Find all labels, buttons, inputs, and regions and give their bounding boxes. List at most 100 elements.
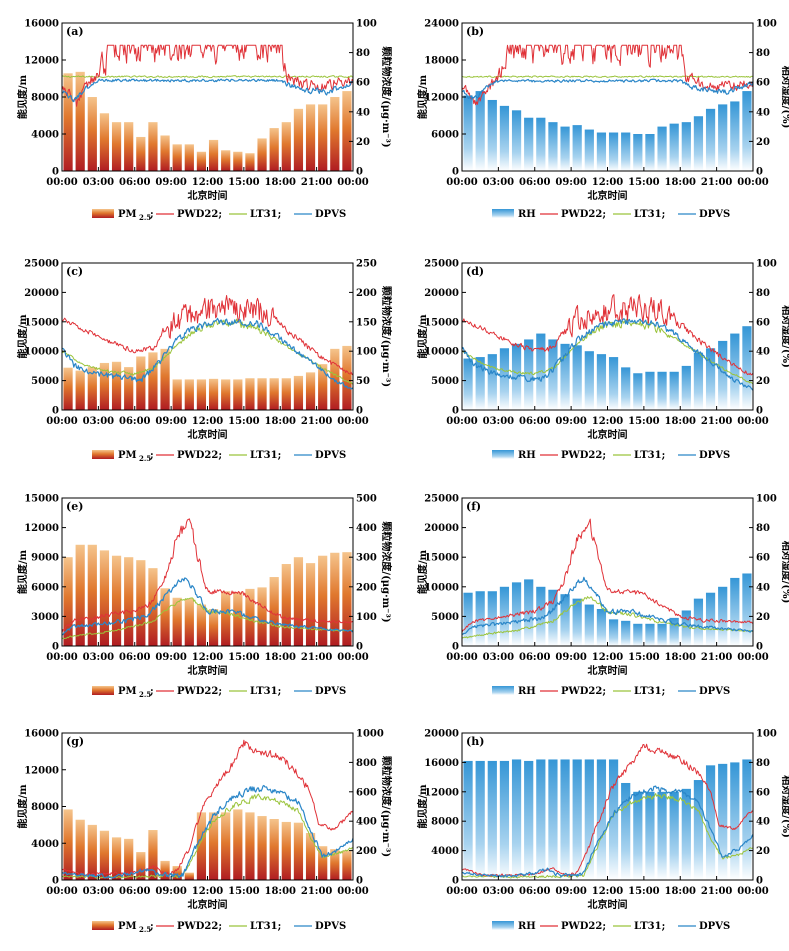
bar-h-6: [536, 759, 546, 880]
y2-axis-label-g: 颗粒物浓度/(μg·m⁻³): [380, 756, 393, 857]
y2-tick-label-d-0: 0: [756, 406, 763, 417]
x-tick-label-f-1: 03:00: [483, 652, 515, 663]
x-tick-label-h-4: 12:00: [592, 886, 624, 897]
bar-h-1: [475, 760, 485, 880]
bar-f-21: [718, 586, 728, 646]
x-tick-label-b-4: 12:00: [592, 177, 624, 188]
bar-e-13: [221, 591, 231, 646]
bar-d-16: [657, 371, 667, 410]
x-tick-label-f-0: 00:00: [446, 652, 478, 663]
series-dpvs-h: [461, 785, 754, 878]
bar-h-0: [463, 760, 473, 880]
panel-letter-a: (a): [66, 25, 84, 38]
y-tick-label-h-1: 4000: [431, 846, 459, 857]
bar-a-16: [257, 138, 267, 171]
y-tick-label-a-3: 12000: [24, 56, 59, 67]
series-pwd22-c: [61, 295, 354, 376]
bar-h-18: [681, 788, 691, 880]
bar-b-19: [693, 116, 704, 171]
bar-g-0: [63, 809, 73, 880]
x-tick-label-a-6: 18:00: [264, 177, 296, 188]
legend-label-l1-f: PWD22;: [561, 686, 606, 697]
y2-tick-label-e-0: 0: [356, 642, 363, 653]
bar-d-14: [633, 373, 643, 410]
bar-h-16: [657, 791, 667, 880]
legend-sep-e: ;: [150, 686, 154, 697]
bar-d-20: [705, 348, 716, 410]
x-tick-label-e-3: 09:00: [155, 652, 187, 663]
y2-tick-label-a-1: 20: [356, 137, 370, 148]
y-axis-label-d: 能见度/m: [416, 314, 429, 359]
legend-swatch-bar-c: [92, 450, 114, 459]
bar-h-10: [584, 759, 594, 880]
x-tick-label-a-3: 09:00: [155, 177, 187, 188]
y2-tick-label-a-2: 40: [356, 107, 370, 118]
bar-b-10: [584, 129, 594, 171]
x-tick-label-c-7: 21:00: [301, 416, 333, 427]
bar-g-2: [87, 824, 97, 881]
bar-d-12: [608, 357, 619, 410]
bar-d-17: [669, 371, 679, 410]
bar-g-13: [221, 812, 231, 880]
bar-h-11: [596, 759, 607, 880]
bar-d-23: [742, 326, 752, 410]
x-tick-label-h-1: 03:00: [483, 886, 515, 897]
bar-h-19: [693, 780, 704, 880]
x-axis-label-d: 北京时间: [588, 428, 628, 441]
x-tick-label-d-3: 09:00: [555, 416, 587, 427]
bar-c-10: [184, 379, 194, 410]
legend-sep-g: ;: [150, 921, 154, 932]
bar-e-22: [330, 552, 340, 646]
y-tick-label-a-4: 16000: [24, 19, 59, 30]
bar-d-21: [718, 340, 728, 410]
x-tick-label-f-5: 15:00: [628, 652, 660, 663]
bar-f-9: [572, 598, 582, 646]
bar-e-0: [63, 557, 73, 646]
x-tick-label-a-1: 03:00: [83, 177, 115, 188]
bar-h-9: [572, 759, 582, 880]
bar-a-11: [196, 151, 207, 171]
bar-b-17: [669, 123, 679, 171]
y-tick-label-h-3: 12000: [424, 787, 459, 798]
legend-label-l1-h: PWD22;: [561, 921, 606, 932]
y-tick-label-g-3: 12000: [24, 765, 59, 776]
legend-label-l2-b: LT31;: [634, 209, 665, 220]
bar-e-8: [160, 588, 170, 646]
y-tick-label-g-4: 16000: [24, 729, 59, 740]
bar-f-13: [621, 620, 631, 646]
bar-g-3: [99, 830, 110, 880]
series-pwd22-d: [461, 294, 754, 376]
x-tick-label-f-3: 09:00: [555, 652, 587, 663]
y2-tick-label-g-2: 400: [356, 817, 377, 828]
y-axis-label-e: 能见度/m: [16, 549, 29, 594]
y2-axis-label-e: 颗粒物浓度/(μg·m⁻³): [380, 521, 393, 622]
series-lt31-g: [61, 793, 354, 879]
bar-b-15: [645, 134, 655, 171]
y2-tick-label-h-2: 40: [756, 817, 770, 828]
x-tick-label-h-5: 15:00: [628, 886, 660, 897]
bar-c-9: [172, 379, 182, 410]
chart-panel-f: 00:00 03:00 06:00 09:00 12:00 15:00 18:00 21:00…: [416, 494, 789, 698]
bar-a-21: [318, 104, 328, 171]
y-tick-label-h-0: 0: [452, 876, 459, 887]
y-tick-label-e-5: 15000: [24, 494, 59, 505]
bar-g-19: [293, 822, 304, 880]
bar-f-22: [730, 577, 740, 646]
legend-label-bar-sub-a: 2.5: [139, 213, 151, 222]
y2-tick-label-d-2: 40: [756, 347, 770, 358]
bar-a-23: [342, 91, 352, 171]
bar-e-23: [342, 552, 352, 646]
bar-f-11: [596, 609, 607, 646]
x-tick-label-e-8: 00:00: [337, 652, 369, 663]
chart-panel-h: 00:00 03:00 06:00 09:00 12:00 15:00 18:00 21:00…: [416, 729, 789, 933]
bar-a-2: [87, 97, 97, 171]
y2-tick-label-d-5: 100: [756, 259, 777, 270]
bar-c-21: [318, 364, 328, 410]
bar-b-2: [487, 99, 497, 171]
y2-tick-label-c-5: 250: [356, 259, 377, 270]
x-tick-label-g-6: 18:00: [264, 886, 296, 897]
y-tick-label-b-2: 12000: [424, 93, 459, 104]
x-tick-label-f-6: 18:00: [664, 652, 696, 663]
bar-d-10: [584, 351, 594, 410]
panel-letter-e: (e): [66, 500, 83, 513]
